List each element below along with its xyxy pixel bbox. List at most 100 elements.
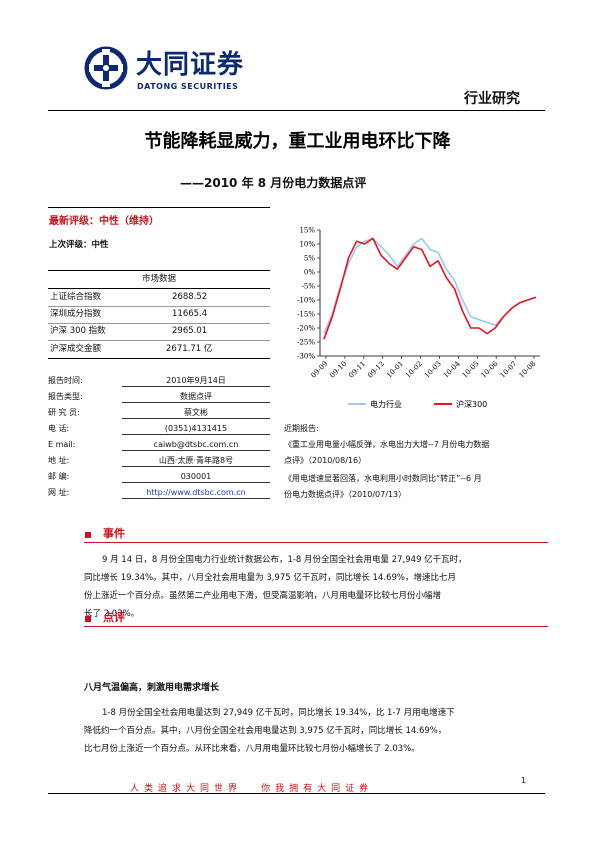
info-label: 邮 编: <box>48 472 70 481</box>
section-rule <box>84 542 548 543</box>
recent-reports: 近期报告: 《重工业用电量小幅反弹，水电出力大增--7 月份电力数据 点评》（2… <box>284 424 546 504</box>
market-row-value: 2688.52 <box>172 292 208 302</box>
chart-svg: 15%10%5%0%-5%-10%-15%-20%-25%-30%09-0909… <box>297 227 540 409</box>
report-category: 行业研究 <box>464 91 520 107</box>
square-bullet-icon <box>85 616 91 622</box>
website-link[interactable]: http://www.dtsbc.com.cn <box>122 488 270 499</box>
market-table-rule <box>48 306 270 307</box>
market-row-value: 11665.4 <box>172 309 208 319</box>
y-tick-label: -30% <box>297 353 315 361</box>
square-bullet-icon <box>85 532 91 538</box>
y-tick-label: -20% <box>297 325 315 333</box>
info-value: 蔡文彬 <box>122 408 270 419</box>
info-value: 030001 <box>122 472 270 483</box>
info-label: E mail: <box>48 440 76 449</box>
market-table-rule <box>48 340 270 341</box>
market-table-rule <box>48 358 270 359</box>
info-value: (0351)4131415 <box>122 424 270 435</box>
x-tick-label: 10-03 <box>423 360 443 380</box>
paragraph-line: 1-8 月份全国全社会用电量达到 27,949 亿千瓦时，同比增长 19.34%… <box>102 708 455 718</box>
info-label: 网 址: <box>48 488 70 497</box>
footer-slogan-left: 人类追求大同世界 <box>130 784 243 794</box>
paragraph-line: 9 月 14 日，8 月份全国电力行业统计数据公布，1-8 月份全国全社会用电量… <box>102 555 467 565</box>
info-label: 报告类型: <box>48 392 83 401</box>
recent-report-link[interactable]: 《重工业用电量小幅反弹，水电出力大增--7 月份电力数据 <box>284 440 490 449</box>
header-divider <box>48 110 545 111</box>
market-table-rule <box>48 323 270 324</box>
y-tick-label: 15% <box>299 227 315 235</box>
recent-report-link[interactable]: 《用电增速显著回落，水电利用小时数同比“转正”--6 月 <box>284 474 482 483</box>
rating-top-rule <box>48 207 270 208</box>
footer-slogan: 人类追求大同世界 你我拥有大同证券 <box>130 776 470 795</box>
event-heading: 事件 <box>103 527 125 540</box>
latest-rating-value: 中性（维持） <box>99 216 159 227</box>
paragraph-line: 比七月份上涨近一个百分点。从环比来看，八月用电量环比较七月份小幅增长了 2.03… <box>84 744 420 754</box>
market-row-label: 沪深成交金额 <box>50 344 102 354</box>
series-line <box>323 237 537 334</box>
footer-divider <box>48 793 545 794</box>
recent-report-link-cont[interactable]: 份电力数据点评》（2010/07/13） <box>284 490 407 499</box>
y-tick-label: -10% <box>297 297 315 305</box>
market-table-caption: 市场数据 <box>141 274 176 284</box>
x-tick-label: 10-04 <box>442 359 462 379</box>
market-table: 市场数据 上证综合指数 2688.52 深圳成分指数 11665.4 沪深 30… <box>48 270 270 360</box>
latest-rating-label: 最新评级： <box>49 216 99 227</box>
page-subtitle: ——2010 年 8 月份电力数据点评 <box>180 176 367 190</box>
legend-label: 电力行业 <box>370 399 402 409</box>
x-tick-label: 09-12 <box>366 360 386 380</box>
series-line <box>323 237 537 340</box>
market-row-label: 深圳成分指数 <box>50 309 102 319</box>
comment-section-header: 点评 <box>48 610 548 630</box>
market-table-rule <box>48 288 270 289</box>
info-label: 地 址: <box>48 456 70 465</box>
market-row-value: 2965.01 <box>172 326 208 336</box>
comment-paragraph: 1-8 月份全国全社会用电量达到 27,949 亿千瓦时，同比增长 19.34%… <box>84 704 524 758</box>
info-label: 电 话: <box>48 424 70 433</box>
recent-report-link-cont[interactable]: 点评》（2010/08/16） <box>284 456 367 465</box>
index-chart: 15% 10% 5% 0% -5% -10% -15% -20% -25% -30% 09-09 09… <box>280 220 548 420</box>
x-tick-label: 10-05 <box>461 360 481 380</box>
report-info: 报告时间: 2010年9月14日 报告类型: 数据点评 研 究 员: 蔡文彬 电… <box>48 376 278 506</box>
x-tick-label: 10-01 <box>385 360 405 380</box>
legend-label: 沪深300 <box>456 399 487 409</box>
company-logo <box>80 46 132 90</box>
market-row-label: 沪深 300 指数 <box>50 326 106 336</box>
company-name-cn: 大同证券 <box>136 50 245 80</box>
previous-rating: 上次评级：中性 <box>49 239 109 251</box>
page-title: 节能降耗显威力，重工业用电环比下降 <box>144 131 451 152</box>
paragraph-line: 长了 2.03%。 <box>84 609 140 619</box>
info-value: 数据点评 <box>122 392 270 403</box>
y-tick-label: -5% <box>302 283 316 291</box>
x-tick-label: 10-08 <box>517 360 537 380</box>
previous-rating-label: 上次评级： <box>49 240 92 250</box>
market-row-value: 2671.71 亿 <box>166 344 213 354</box>
x-tick-label: 10-07 <box>499 360 519 380</box>
latest-rating: 最新评级：中性（维持） <box>49 215 159 229</box>
recent-reports-heading: 近期报告: <box>284 424 319 433</box>
info-value: 山西·太原·青年路8号 <box>122 456 270 467</box>
x-tick-label: 09-10 <box>328 360 348 380</box>
logo-mark-icon <box>84 46 128 90</box>
previous-rating-value: 中性 <box>91 240 109 250</box>
y-tick-label: -15% <box>297 311 315 319</box>
footer-slogan-right: 你我拥有大同证券 <box>261 784 374 794</box>
x-tick-label: 10-06 <box>480 359 500 379</box>
paragraph-line: 同比增长 19.34%。其中，八月全社会用电量为 3,975 亿千瓦时，同比增长… <box>84 573 456 583</box>
y-tick-label: 10% <box>299 241 315 249</box>
section-rule <box>84 626 548 627</box>
y-tick-label: 0% <box>304 269 315 277</box>
comment-subheading: 八月气温偏高，刺激用电需求增长 <box>84 683 220 693</box>
comment-heading: 点评 <box>103 611 125 624</box>
page-number: 1 <box>521 776 527 785</box>
x-tick-label: 09-11 <box>347 360 367 380</box>
market-row-label: 上证综合指数 <box>50 292 102 302</box>
event-paragraph: 9 月 14 日，8 月份全国电力行业统计数据公布，1-8 月份全国全社会用电量… <box>84 551 524 623</box>
info-label: 报告时间: <box>48 376 83 385</box>
info-value: 2010年9月14日 <box>122 376 270 387</box>
y-tick-label: 5% <box>304 255 315 263</box>
email-link[interactable]: caiwb@dtsbc.com.cn <box>122 440 270 451</box>
paragraph-line: 份上涨近一个百分点。虽然第二产业用电下滑，但受高温影响，八月用电量环比较七月份小… <box>84 591 442 601</box>
y-tick-label: -25% <box>297 339 315 347</box>
company-name-en: DATONG SECURITIES <box>137 82 239 91</box>
paragraph-line: 降低约一个百分点。其中，八月份全国全社会用电量达到 3,975 亿千瓦时，同比增… <box>84 726 447 736</box>
